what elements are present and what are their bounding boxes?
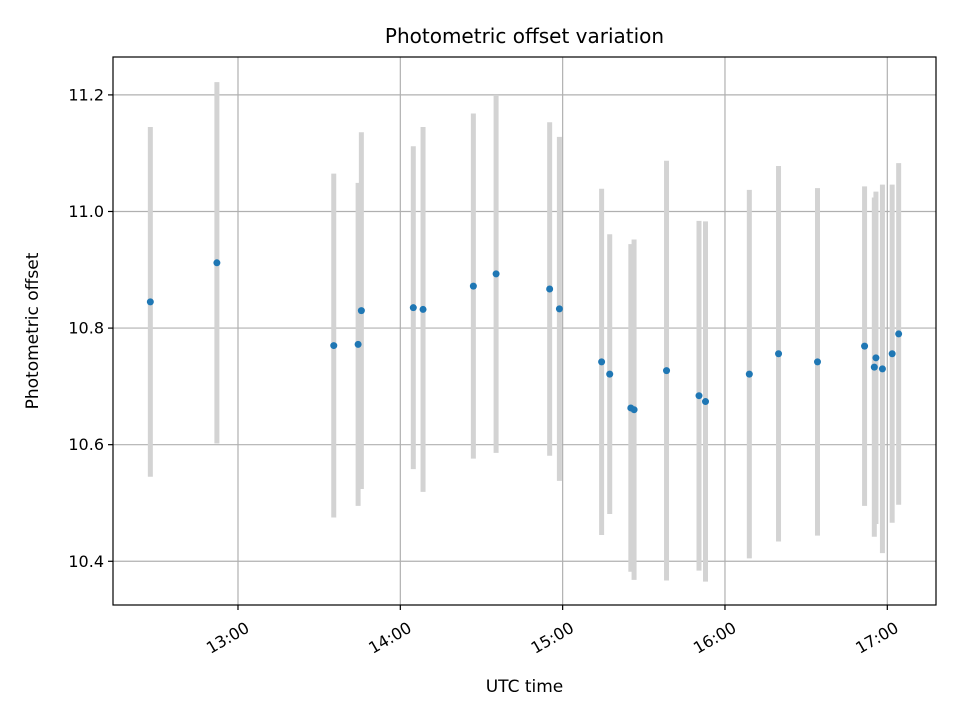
data-point (872, 354, 880, 362)
data-point (695, 392, 703, 400)
data-point (878, 365, 886, 373)
data-point (701, 398, 709, 406)
chart-title: Photometric offset variation (385, 24, 664, 48)
data-point (213, 259, 221, 267)
data-point (814, 358, 822, 366)
data-point (492, 270, 500, 278)
y-axis-ticks: 10.4 10.6 10.8 11.0 11.2 (68, 85, 113, 571)
grid-lines (113, 57, 936, 605)
data-point (546, 285, 554, 293)
y-tick-label: 11.2 (68, 85, 104, 104)
data-point (606, 370, 614, 378)
data-points (146, 259, 903, 414)
y-tick-label: 10.6 (68, 435, 104, 454)
data-point (861, 342, 869, 350)
data-point (357, 307, 365, 315)
y-tick-label: 11.0 (68, 202, 104, 221)
data-point (630, 406, 638, 414)
data-point (146, 298, 154, 306)
data-point (354, 340, 362, 348)
data-point (330, 342, 338, 350)
plot-frame (112, 56, 937, 606)
data-point (888, 350, 896, 358)
data-point (555, 305, 563, 313)
data-point (895, 330, 903, 338)
data-point (745, 370, 753, 378)
data-point (663, 367, 671, 375)
x-axis-label: UTC time (486, 677, 564, 697)
data-point (870, 363, 878, 371)
y-axis-label: Photometric offset (23, 252, 43, 409)
data-point (469, 282, 477, 290)
y-tick-label: 10.8 (68, 319, 104, 338)
data-point (409, 304, 417, 312)
y-tick-label: 10.4 (68, 552, 104, 571)
data-point (598, 358, 606, 366)
data-point (775, 350, 783, 358)
data-point (419, 305, 427, 313)
